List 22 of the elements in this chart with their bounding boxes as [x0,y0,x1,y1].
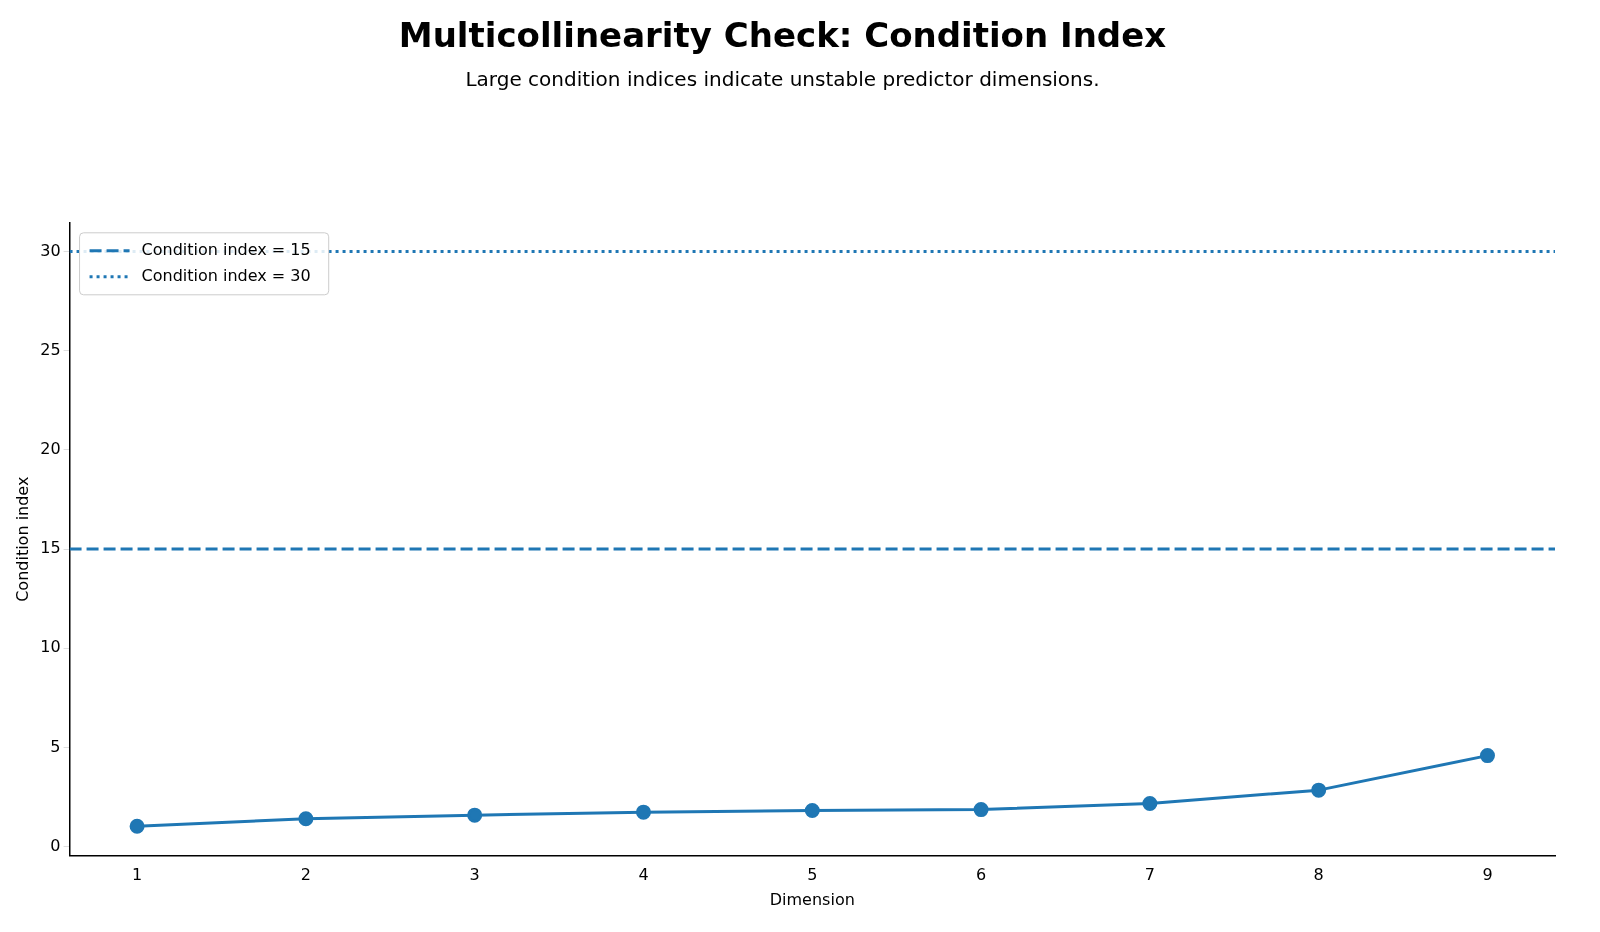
x-tick-label: 2 [300,865,311,885]
x-tick-label: 9 [1482,865,1493,885]
x-tick-label: 8 [1313,865,1324,885]
x-tick-label: 1 [131,865,143,885]
y-tick-label: 20 [40,439,61,459]
x-tick-label: 4 [638,865,649,885]
y-tick-label: 10 [40,637,61,657]
x-tick-label: 7 [1144,865,1155,885]
legend-label: Condition index = 30 [141,265,311,285]
y-tick-label: 30 [40,240,61,260]
y-tick-label: 25 [40,339,61,359]
chart-title: Multicollinearity Check: Condition Index [398,15,1167,56]
y-tick-label: 0 [50,835,61,855]
x-tick-label: 5 [807,865,818,885]
x-axis-title: Dimension [769,889,855,909]
y-axis-title: Condition index [12,476,32,602]
x-tick-label: 6 [975,865,987,885]
x-tick-label: 3 [469,865,480,885]
chart-subtitle: Large condition indices indicate unstable predictor dimensions. [465,67,1100,91]
y-tick-label: 5 [50,736,61,756]
y-tick-label: 15 [40,538,61,558]
legend-label: Condition index = 15 [141,239,311,259]
